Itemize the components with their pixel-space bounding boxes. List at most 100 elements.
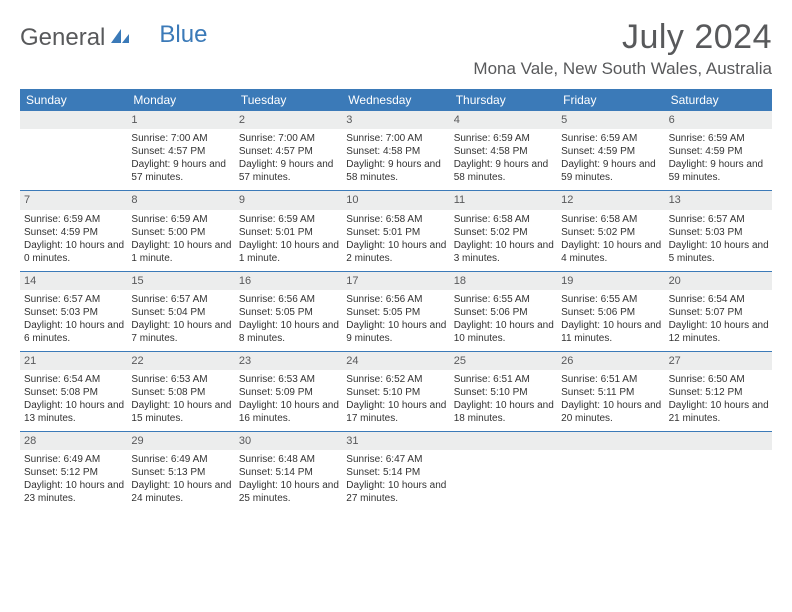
day-cell: 6Sunrise: 6:59 AMSunset: 4:59 PMDaylight…	[665, 111, 772, 190]
day-number: 24	[342, 352, 449, 370]
day-info: Sunrise: 6:57 AMSunset: 5:04 PMDaylight:…	[129, 293, 232, 345]
sunrise-line: Sunrise: 6:51 AM	[561, 373, 662, 386]
sunrise-line: Sunrise: 6:54 AM	[24, 373, 125, 386]
day-headers-row: SundayMondayTuesdayWednesdayThursdayFrid…	[20, 89, 772, 111]
day-number: 11	[450, 191, 557, 209]
daylight-line: Daylight: 10 hours and 13 minutes.	[24, 399, 125, 425]
day-info: Sunrise: 6:50 AMSunset: 5:12 PMDaylight:…	[667, 373, 770, 425]
day-header: Friday	[557, 89, 664, 111]
day-cell: 1 Sunrise: 7:00 AMSunset: 4:57 PMDaylight…	[127, 111, 234, 190]
day-cell: 5Sunrise: 6:59 AMSunset: 4:59 PMDaylight…	[557, 111, 664, 190]
sunrise-line: Sunrise: 6:47 AM	[346, 453, 447, 466]
sunset-line: Sunset: 4:59 PM	[561, 145, 662, 158]
day-cell	[450, 432, 557, 511]
sunrise-line: Sunrise: 6:59 AM	[454, 132, 555, 145]
sunrise-line: Sunrise: 6:56 AM	[239, 293, 340, 306]
sunrise-line: Sunrise: 6:58 AM	[454, 213, 555, 226]
day-number: 20	[665, 272, 772, 290]
week-row: 1Sunrise: 7:00 AMSunset: 4:57 PMDaylight…	[20, 111, 772, 190]
day-cell: 25Sunrise: 6:51 AMSunset: 5:10 PMDayligh…	[450, 352, 557, 431]
day-info: Sunrise: 6:59 AMSunset: 4:59 PMDaylight:…	[559, 132, 662, 184]
day-info: Sunrise: 7:00 AMSunset: 4:57 PMDaylight:…	[129, 132, 232, 184]
day-header: Thursday	[450, 89, 557, 111]
sunrise-line: Sunrise: 6:57 AM	[669, 213, 770, 226]
sunset-line: Sunset: 5:14 PM	[239, 466, 340, 479]
sunset-line: Sunset: 5:00 PM	[131, 226, 232, 239]
day-cell: 13Sunrise: 6:57 AMSunset: 5:03 PMDayligh…	[665, 191, 772, 270]
day-number	[450, 432, 557, 450]
sunset-line: Sunset: 4:57 PM	[239, 145, 340, 158]
day-info: Sunrise: 6:53 AMSunset: 5:09 PMDaylight:…	[237, 373, 340, 425]
sail-icon	[109, 24, 131, 52]
day-number: 10	[342, 191, 449, 209]
day-info: Sunrise: 6:51 AMSunset: 5:11 PMDaylight:…	[559, 373, 662, 425]
daylight-line: Daylight: 10 hours and 2 minutes.	[346, 239, 447, 265]
sunrise-line: Sunrise: 6:59 AM	[239, 213, 340, 226]
sunset-line: Sunset: 5:06 PM	[561, 306, 662, 319]
day-info: Sunrise: 6:53 AMSunset: 5:08 PMDaylight:…	[129, 373, 232, 425]
daylight-line: Daylight: 10 hours and 9 minutes.	[346, 319, 447, 345]
day-info: Sunrise: 6:59 AMSunset: 5:00 PMDaylight:…	[129, 213, 232, 265]
sunrise-line: Sunrise: 6:56 AM	[346, 293, 447, 306]
month-title: July 2024	[473, 18, 772, 57]
day-info: Sunrise: 7:00 AMSunset: 4:58 PMDaylight:…	[344, 132, 447, 184]
sunrise-line: Sunrise: 6:50 AM	[669, 373, 770, 386]
day-number: 26	[557, 352, 664, 370]
day-number: 15	[127, 272, 234, 290]
daylight-line: Daylight: 10 hours and 1 minute.	[239, 239, 340, 265]
day-cell: 4Sunrise: 6:59 AMSunset: 4:58 PMDaylight…	[450, 111, 557, 190]
header: General Blue July 2024 Mona Vale, New So…	[20, 18, 772, 79]
daylight-line: Daylight: 10 hours and 11 minutes.	[561, 319, 662, 345]
sunrise-line: Sunrise: 7:00 AM	[131, 132, 232, 145]
day-number	[20, 111, 127, 129]
day-number	[665, 432, 772, 450]
day-info: Sunrise: 6:59 AMSunset: 4:59 PMDaylight:…	[22, 213, 125, 265]
day-number: 19	[557, 272, 664, 290]
sunrise-line: Sunrise: 6:55 AM	[561, 293, 662, 306]
daylight-line: Daylight: 10 hours and 7 minutes.	[131, 319, 232, 345]
daylight-line: Daylight: 10 hours and 10 minutes.	[454, 319, 555, 345]
day-info: Sunrise: 6:52 AMSunset: 5:10 PMDaylight:…	[344, 373, 447, 425]
day-number: 1	[127, 111, 234, 129]
day-cell: 9Sunrise: 6:59 AMSunset: 5:01 PMDaylight…	[235, 191, 342, 270]
daylight-line: Daylight: 10 hours and 12 minutes.	[669, 319, 770, 345]
day-number: 14	[20, 272, 127, 290]
sunset-line: Sunset: 5:03 PM	[24, 306, 125, 319]
sunset-line: Sunset: 4:59 PM	[24, 226, 125, 239]
daylight-line: Daylight: 9 hours and 59 minutes.	[669, 158, 770, 184]
day-info: Sunrise: 6:54 AMSunset: 5:08 PMDaylight:…	[22, 373, 125, 425]
sunrise-line: Sunrise: 6:53 AM	[131, 373, 232, 386]
brand-word-1: General	[20, 24, 105, 52]
day-cell: 20 Sunrise: 6:54 AMSunset: 5:07 PMDayligh…	[665, 272, 772, 351]
title-block: July 2024 Mona Vale, New South Wales, Au…	[473, 18, 772, 79]
day-cell: 7Sunrise: 6:59 AMSunset: 4:59 PMDaylight…	[20, 191, 127, 270]
daylight-line: Daylight: 9 hours and 59 minutes.	[561, 158, 662, 184]
sunset-line: Sunset: 5:12 PM	[24, 466, 125, 479]
week-row: 21Sunrise: 6:54 AMSunset: 5:08 PMDayligh…	[20, 351, 772, 431]
day-info: Sunrise: 6:58 AMSunset: 5:01 PMDaylight:…	[344, 213, 447, 265]
sunset-line: Sunset: 5:13 PM	[131, 466, 232, 479]
sunrise-line: Sunrise: 6:58 AM	[561, 213, 662, 226]
location-text: Mona Vale, New South Wales, Australia	[473, 59, 772, 79]
day-cell: 14 Sunrise: 6:57 AMSunset: 5:03 PMDayligh…	[20, 272, 127, 351]
sunset-line: Sunset: 4:58 PM	[346, 145, 447, 158]
day-cell: 19 Sunrise: 6:55 AMSunset: 5:06 PMDayligh…	[557, 272, 664, 351]
day-cell: 2Sunrise: 7:00 AMSunset: 4:57 PMDaylight…	[235, 111, 342, 190]
day-info: Sunrise: 6:56 AMSunset: 5:05 PMDaylight:…	[237, 293, 340, 345]
sunrise-line: Sunrise: 6:49 AM	[131, 453, 232, 466]
day-info: Sunrise: 6:59 AMSunset: 4:58 PMDaylight:…	[452, 132, 555, 184]
sunset-line: Sunset: 5:01 PM	[239, 226, 340, 239]
sunset-line: Sunset: 5:05 PM	[346, 306, 447, 319]
sunrise-line: Sunrise: 7:00 AM	[346, 132, 447, 145]
day-number: 6	[665, 111, 772, 129]
sunrise-line: Sunrise: 6:52 AM	[346, 373, 447, 386]
week-row: 14 Sunrise: 6:57 AMSunset: 5:03 PMDayligh…	[20, 271, 772, 351]
day-number: 27	[665, 352, 772, 370]
sunrise-line: Sunrise: 7:00 AM	[239, 132, 340, 145]
daylight-line: Daylight: 10 hours and 1 minute.	[131, 239, 232, 265]
day-number: 22	[127, 352, 234, 370]
day-info: Sunrise: 6:54 AMSunset: 5:07 PMDaylight:…	[667, 293, 770, 345]
day-info: Sunrise: 6:57 AMSunset: 5:03 PMDaylight:…	[22, 293, 125, 345]
sunrise-line: Sunrise: 6:58 AM	[346, 213, 447, 226]
day-number: 16	[235, 272, 342, 290]
